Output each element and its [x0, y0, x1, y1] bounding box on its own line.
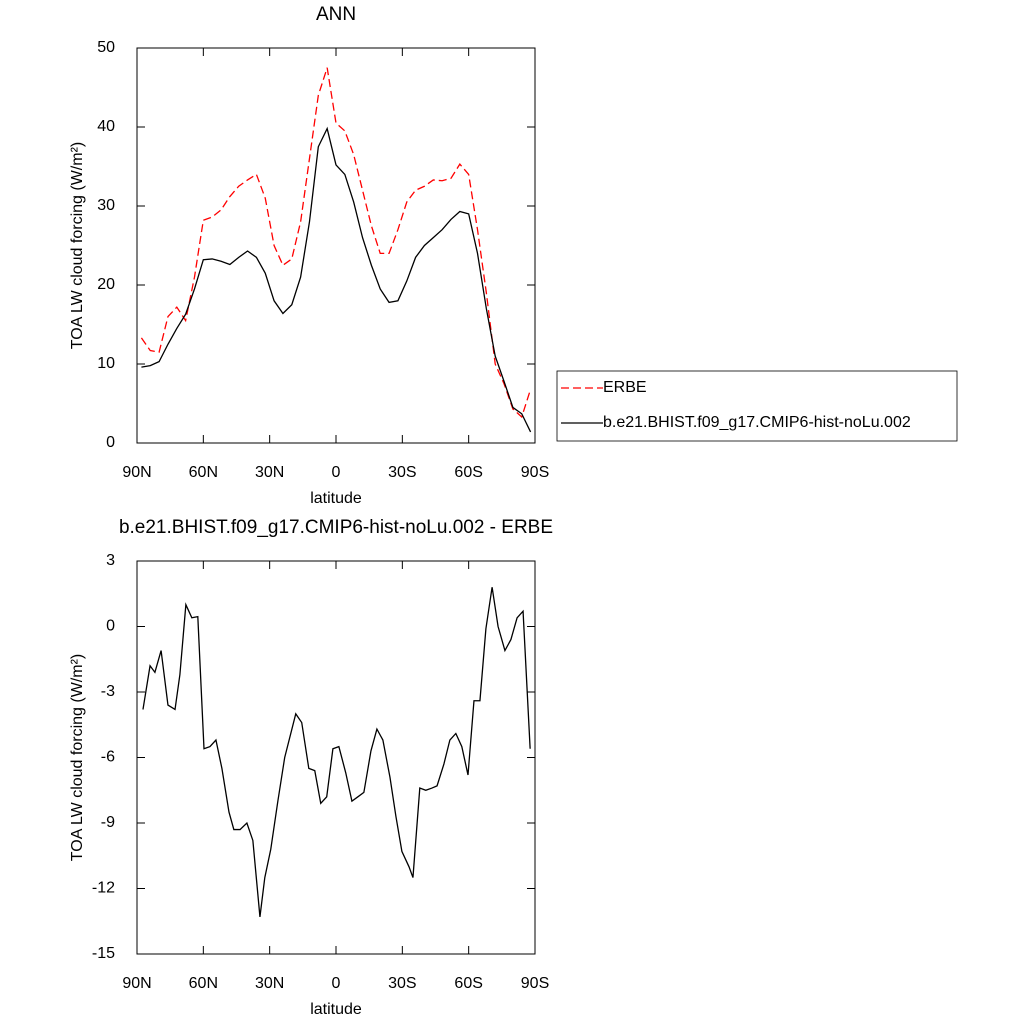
legend-box [556, 370, 958, 442]
y-tick-label: -12 [92, 880, 115, 897]
x-tick-label: 30N [255, 975, 284, 992]
y-tick-label: -6 [101, 749, 115, 766]
x-tick-label: 30S [388, 975, 416, 992]
chart-title: b.e21.BHIST.f09_g17.CMIP6-hist-noLu.002 … [119, 517, 553, 538]
x-axis-label: latitude [310, 1001, 362, 1018]
y-tick-label: 3 [106, 552, 115, 569]
data-line [141, 126, 532, 433]
x-tick-label: 90N [122, 975, 151, 992]
x-tick-label: 90S [521, 975, 549, 992]
x-tick-label: 0 [332, 975, 341, 992]
x-tick-label: 60N [189, 975, 218, 992]
x-tick-label: 60S [454, 464, 482, 481]
x-tick-label: 30S [388, 464, 416, 481]
x-tick-label: 90S [521, 464, 549, 481]
x-tick-label: 60N [189, 464, 218, 481]
y-axis-label: TOA LW cloud forcing (W/m²) [69, 654, 86, 861]
plot-frame [136, 560, 536, 955]
data-line [140, 67, 532, 419]
y-tick-label: -3 [101, 683, 115, 700]
y-tick-label: 0 [106, 434, 115, 451]
panel: b.e21.BHIST.f09_g17.CMIP6-hist-noLu.002 … [69, 517, 553, 1018]
y-axis-label: TOA LW cloud forcing (W/m²) [69, 142, 86, 349]
legend-label: b.e21.BHIST.f09_g17.CMIP6-hist-noLu.002 [603, 414, 911, 431]
y-tick-label: 30 [97, 197, 115, 214]
y-tick-label: 20 [97, 276, 115, 293]
x-tick-label: 0 [332, 464, 341, 481]
y-tick-label: 40 [97, 118, 115, 135]
x-tick-label: 90N [122, 464, 151, 481]
panel: ANN 90N 60N 30N 0 30S 60S 90S 0 10 20 30 40 50 latitud… [69, 4, 958, 507]
y-tick-label: -9 [101, 814, 115, 831]
x-tick-label: 60S [454, 975, 482, 992]
y-tick-label: -15 [92, 945, 115, 962]
y-tick-label: 10 [97, 355, 115, 372]
legend-label: ERBE [603, 379, 647, 396]
x-tick-label: 30N [255, 464, 284, 481]
y-tick-label: 50 [97, 39, 115, 56]
y-tick-label: 0 [106, 618, 115, 635]
chart-title: ANN [316, 4, 356, 25]
data-line [142, 587, 531, 917]
x-axis-label: latitude [310, 490, 362, 507]
